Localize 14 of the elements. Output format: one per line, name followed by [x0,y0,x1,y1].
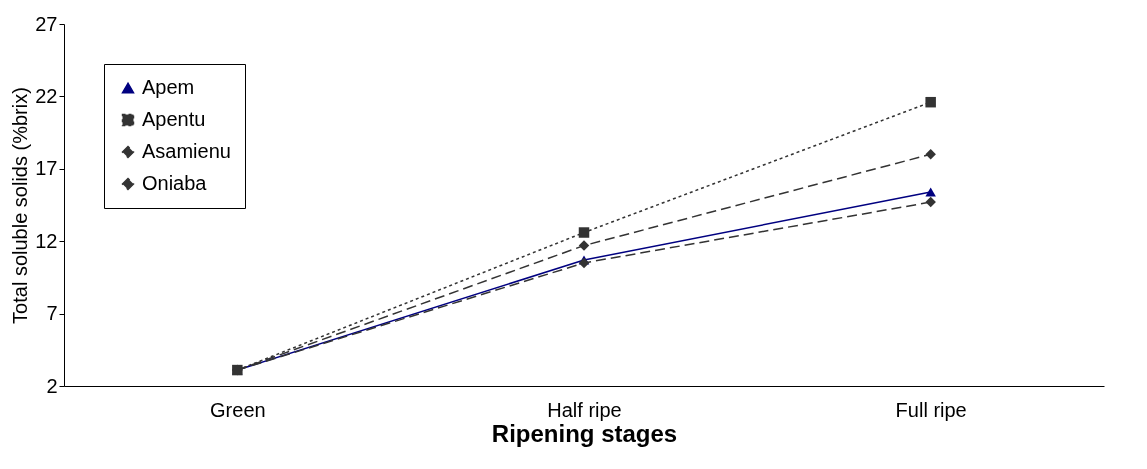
legend-label: Apentu [142,108,206,130]
y-axis-title: Total soluble solids (%brix) [9,87,32,324]
y-tick-label: 7 [46,302,58,325]
x-tick-label: Full ripe [895,398,967,421]
legend-label: Asamienu [142,140,231,162]
x-tick-label: Green [210,398,266,421]
y-tick-label: 17 [35,157,58,180]
x-tick-label: Half ripe [547,398,622,421]
y-tick-label: 12 [35,229,58,252]
y-tick-label: 2 [46,374,58,397]
y-tick-label: 22 [35,84,58,107]
legend-label: Apem [142,76,195,98]
y-tick-label: 27 [35,12,58,35]
legend-label: Oniaba [142,172,208,194]
